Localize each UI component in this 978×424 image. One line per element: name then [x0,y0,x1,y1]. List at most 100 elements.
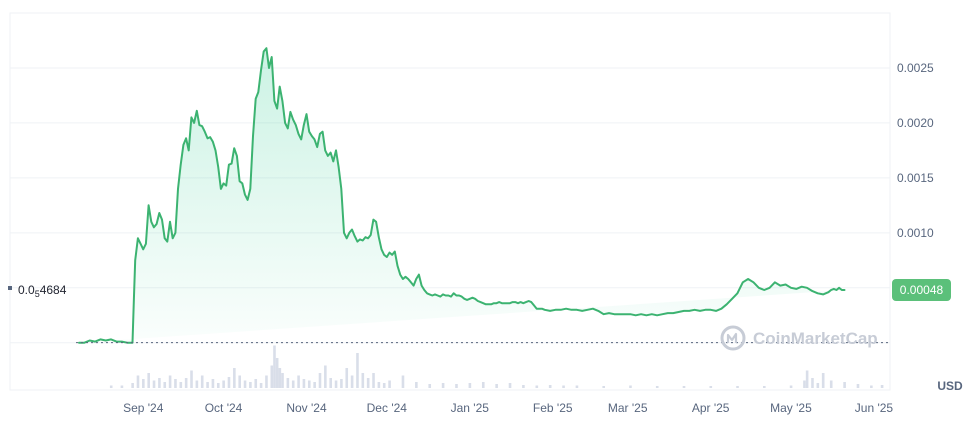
coinmarketcap-logo-icon [720,325,746,351]
volume-bar [468,383,472,388]
volume-bar [131,383,134,388]
watermark: CoinMarketCap [720,325,878,351]
x-tick-label: Sep '24 [123,401,164,415]
volume-bar [313,382,316,388]
volume-bar [821,373,825,388]
volume-bar [736,386,739,388]
volume-bar [158,378,161,388]
volume-bar [629,385,632,388]
price-area [78,47,846,344]
volume-bar [441,383,445,388]
volume-bar [179,382,183,388]
volume-bar [109,385,113,388]
volume-bar [238,375,241,388]
volume-bar [184,378,188,388]
y-tick-label: 0.0025 [897,61,934,75]
volume-bar [340,379,343,388]
volume-bar [562,385,565,388]
volume-bar [548,385,552,388]
watermark-text: CoinMarketCap [753,329,878,348]
volume-bar [843,382,846,388]
volume-bar [216,383,220,388]
volume-bar [190,370,193,388]
volume-bar [816,383,820,388]
volume-bar [372,373,375,388]
volume-bar [233,368,236,388]
y-tick-label: 0.0010 [897,226,934,240]
x-tick-label: Jan '25 [451,401,490,415]
volume-bar [811,378,814,388]
baseline-label-suffix: 4684 [40,283,67,297]
volume-bar [281,373,284,388]
volume-bar [382,383,386,388]
y-axis-ticks: 0.0025 0.0020 0.0015 0.0010 [897,61,934,240]
volume-bar [361,373,365,388]
volume-bar [401,375,405,388]
x-tick-label: Apr '25 [692,401,730,415]
x-tick-label: Nov '24 [286,401,327,415]
y-tick-label: 0.0015 [897,171,934,185]
volume-bar [152,380,156,388]
plot-frame [9,12,891,391]
volume-bar [334,380,338,388]
volume-bar [275,358,279,388]
volume-bar [763,386,766,388]
volume-bar [291,380,295,388]
volume-bar [388,380,391,388]
baseline-label-sub: 5 [35,289,40,299]
volume-bar [350,375,354,388]
volume-bar [206,382,209,388]
volume-bar [428,384,432,388]
volume-bar [195,380,199,388]
volume-bar [356,353,359,388]
volume-bar [168,375,172,388]
volume-bar [682,386,686,388]
volume-bar [789,385,793,388]
volume-bar [249,382,252,388]
volume-bar [455,384,458,388]
volume-bar [273,345,276,388]
y-tick-label: 0.0020 [897,116,934,130]
volume-bar [286,378,290,388]
price-area-fill [79,48,845,343]
volume-bar [522,385,525,388]
volume-bar [297,375,300,388]
volume-bar [259,383,263,388]
volume-bar [803,380,806,388]
volume-bar [602,386,606,388]
x-tick-label: Oct '24 [205,401,243,415]
volume-bar [655,386,659,388]
volume-bar [709,386,713,388]
svg-text:0.054684: 0.054684 [18,283,67,299]
volume-bar [345,368,349,388]
volume-bar [278,368,282,388]
volume-bar [265,375,268,388]
volume-bar [829,380,833,388]
volume-bar [174,379,177,388]
x-tick-label: Dec '24 [367,401,408,415]
volume-bar [227,377,231,388]
volume-bar [163,382,167,388]
volume-bars [109,345,884,388]
volume-bar [880,385,884,388]
volume-bar [307,380,311,388]
baseline-label: 0.054684 [8,283,67,299]
volume-bar [508,383,512,388]
x-tick-label: Jun '25 [855,401,894,415]
baseline-label-prefix: 0.0 [18,283,35,297]
volume-bar [870,385,873,388]
volume-bar [481,382,485,388]
volume-bar [415,382,418,388]
volume-bar [302,379,306,388]
current-price-text: 0.00048 [900,283,944,297]
volume-bar [575,385,579,388]
volume-bar [222,380,225,388]
volume-bar [366,378,370,388]
volume-bar [136,375,140,388]
x-tick-label: May '25 [770,401,812,415]
volume-bar [318,373,322,388]
x-tick-label: Feb '25 [533,401,573,415]
volume-bar [120,385,124,388]
volume-bar [142,379,145,388]
